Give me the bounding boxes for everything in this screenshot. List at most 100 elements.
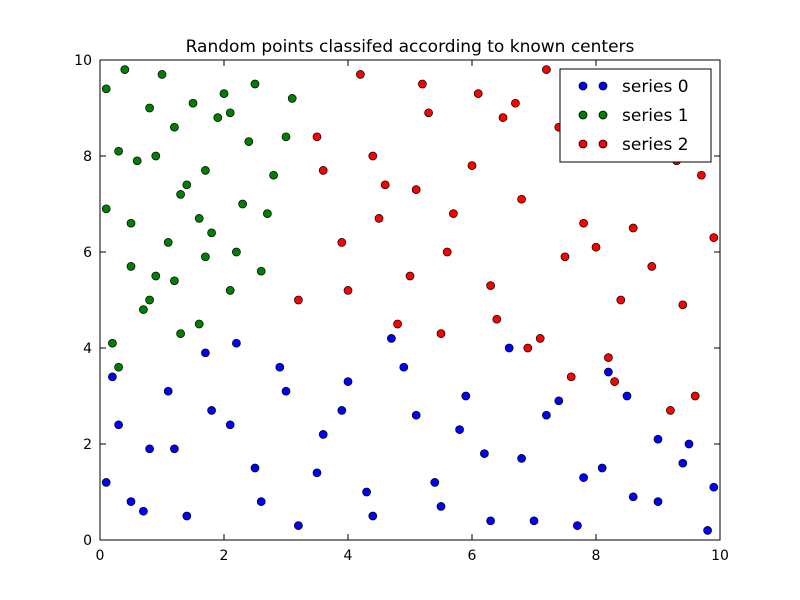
point-series-0 (517, 454, 526, 463)
point-series-2 (294, 295, 303, 305)
point-series-1 (256, 266, 266, 276)
point-series-2 (666, 406, 675, 415)
ticks-layer: 0 2 4 6 8 10 0 2 4 6 8 10 (74, 53, 729, 564)
point-series-2 (628, 223, 638, 233)
point-series-0 (504, 343, 514, 353)
point-series-1 (207, 228, 216, 238)
point-series-2 (486, 281, 495, 290)
point-series-2 (442, 247, 452, 257)
point-series-2 (498, 113, 508, 122)
point-series-0 (294, 521, 303, 530)
point-series-2 (523, 343, 533, 353)
x-tick-label: 2 (220, 548, 229, 564)
y-tick-label: 6 (83, 245, 92, 261)
point-series-2 (610, 377, 619, 386)
point-series-1 (101, 84, 111, 94)
point-series-1 (114, 146, 123, 156)
point-series-0 (399, 362, 409, 372)
y-tick-label: 8 (83, 149, 92, 165)
point-series-2 (449, 209, 458, 218)
point-series-1 (201, 166, 210, 175)
point-series-0 (486, 516, 495, 526)
point-series-0 (312, 468, 322, 478)
point-series-2 (616, 295, 626, 305)
point-series-0 (554, 396, 564, 406)
point-series-0 (145, 444, 154, 454)
point-series-1 (244, 137, 254, 146)
point-series-0 (256, 497, 266, 506)
point-series-0 (579, 473, 588, 482)
point-series-0 (108, 372, 117, 382)
point-series-0 (455, 425, 464, 434)
point-series-0 (362, 487, 371, 497)
legend-marker-series-2 (578, 139, 588, 149)
point-series-0 (387, 334, 396, 343)
point-series-1 (219, 89, 229, 98)
point-series-2 (566, 372, 576, 382)
legend-marker-series-0 (578, 81, 588, 91)
point-series-1 (250, 79, 260, 89)
point-series-2 (343, 286, 353, 295)
point-series-1 (176, 190, 185, 199)
point-series-0 (411, 410, 421, 420)
point-series-1 (157, 70, 167, 79)
legend-label-series-1: series 1 (622, 106, 689, 126)
point-series-1 (188, 98, 198, 108)
point-series-1 (126, 262, 136, 271)
legend-label-series-2: series 2 (622, 135, 689, 155)
point-series-1 (176, 329, 185, 338)
point-series-0 (368, 511, 378, 521)
point-series-0 (678, 458, 688, 468)
point-series-0 (318, 430, 328, 439)
point-series-1 (263, 209, 272, 218)
point-series-1 (114, 362, 123, 372)
point-series-2 (690, 391, 700, 401)
point-series-1 (151, 151, 161, 161)
point-series-2 (380, 180, 390, 190)
point-series-2 (368, 151, 378, 161)
point-series-0 (275, 362, 285, 372)
point-series-1 (287, 94, 297, 103)
point-series-1 (170, 276, 179, 286)
point-series-1 (281, 132, 291, 142)
point-series-0 (622, 391, 632, 401)
y-tick-label: 0 (83, 533, 92, 549)
legend-marker-series-0-b (598, 81, 608, 91)
point-series-0 (529, 516, 539, 526)
point-series-1 (126, 218, 136, 228)
points-layer (101, 65, 719, 535)
point-series-0 (542, 410, 551, 420)
point-series-2 (579, 218, 588, 228)
point-series-2 (492, 314, 502, 324)
y-tick-label: 4 (83, 341, 92, 357)
point-series-0 (703, 526, 712, 535)
point-series-1 (170, 122, 179, 132)
point-series-1 (132, 156, 142, 166)
x-tick-label: 8 (592, 548, 601, 564)
point-series-2 (604, 353, 613, 362)
point-series-2 (418, 79, 427, 89)
point-series-2 (424, 108, 433, 118)
point-series-1 (145, 295, 154, 305)
point-series-1 (139, 305, 148, 314)
point-series-0 (604, 367, 613, 377)
point-series-0 (430, 478, 440, 487)
x-tick-label: 4 (344, 548, 353, 564)
point-series-2 (511, 98, 520, 108)
axes-frame (99, 59, 721, 541)
point-series-0 (250, 463, 260, 473)
point-series-1 (145, 103, 154, 113)
point-series-1 (232, 247, 241, 257)
point-series-0 (573, 521, 582, 530)
point-series-2 (337, 238, 347, 247)
legend-marker-series-1 (578, 110, 588, 120)
point-series-0 (163, 386, 173, 396)
point-series-0 (709, 482, 719, 492)
point-series-0 (139, 506, 148, 516)
point-series-2 (356, 70, 365, 79)
point-series-0 (653, 434, 663, 444)
point-series-0 (653, 497, 663, 506)
point-series-1 (108, 338, 117, 348)
chart-title: Random points classifed according to kno… (186, 37, 635, 57)
